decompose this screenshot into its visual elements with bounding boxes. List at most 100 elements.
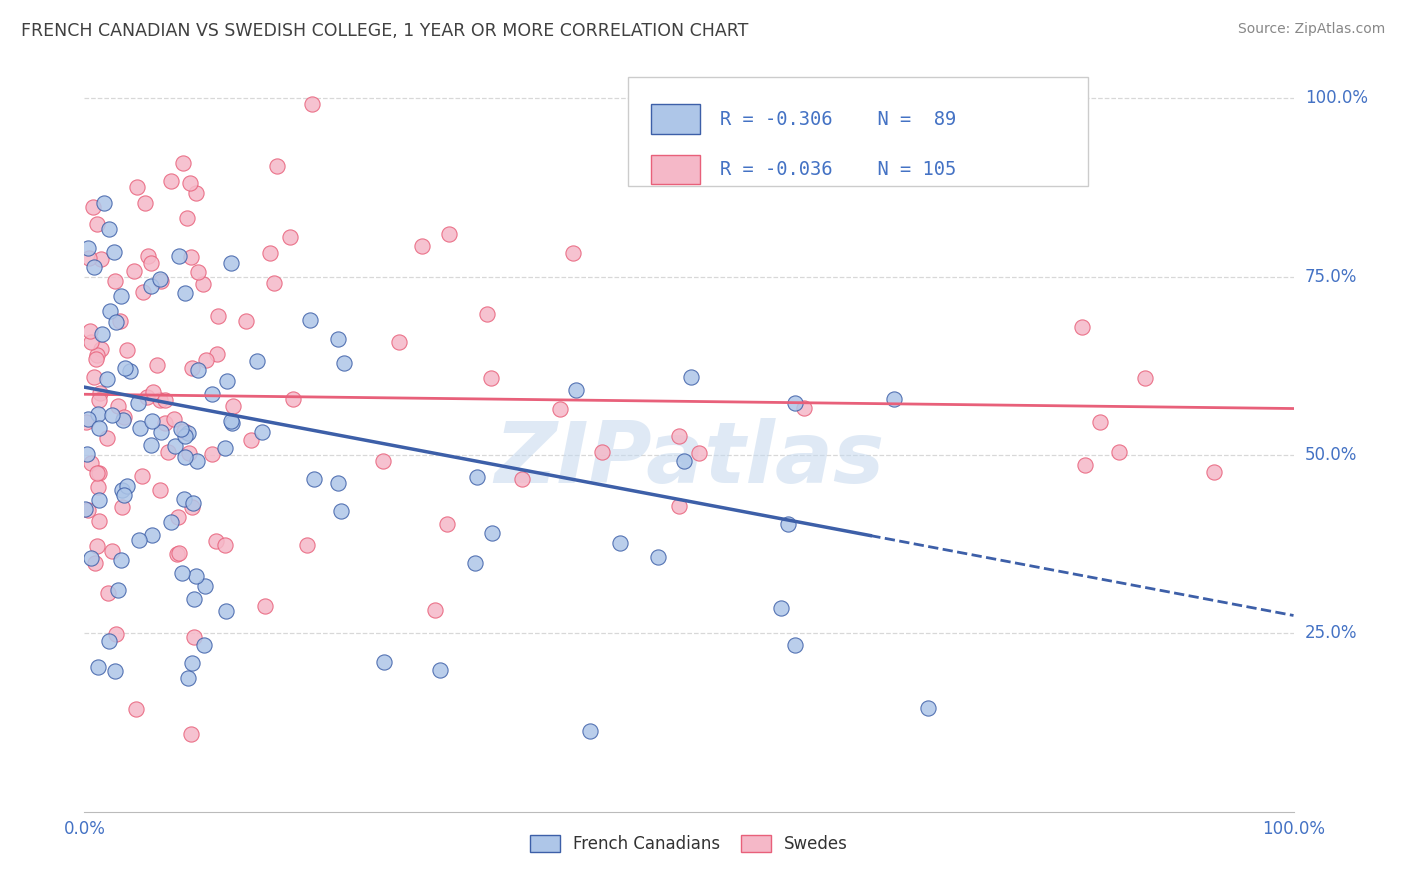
Point <box>783 396 806 410</box>
Point <box>89 385 111 400</box>
Point <box>177 426 200 441</box>
Point <box>98 222 121 236</box>
Point <box>181 496 204 510</box>
Point <box>76 447 98 461</box>
Point <box>139 279 162 293</box>
Point <box>86 539 108 553</box>
Point <box>1071 319 1094 334</box>
Point <box>278 230 301 244</box>
Point <box>193 639 215 653</box>
Point <box>90 342 112 356</box>
Point <box>80 335 103 350</box>
Point <box>98 303 121 318</box>
Point <box>177 672 200 686</box>
Point <box>97 585 120 599</box>
Text: 75.0%: 75.0% <box>1305 268 1357 285</box>
Point <box>83 260 105 275</box>
Point <box>86 466 108 480</box>
Point <box>180 250 202 264</box>
Point <box>194 353 217 368</box>
Text: FRENCH CANADIAN VS SWEDISH COLLEGE, 1 YEAR OR MORE CORRELATION CHART: FRENCH CANADIAN VS SWEDISH COLLEGE, 1 YE… <box>21 22 748 40</box>
Point <box>479 370 502 384</box>
Point <box>187 265 209 279</box>
Point <box>437 227 460 242</box>
Text: 25.0%: 25.0% <box>1305 624 1357 642</box>
Point <box>1074 458 1097 472</box>
Point <box>207 309 229 323</box>
Point <box>115 343 138 357</box>
Point <box>131 285 153 299</box>
Point <box>609 536 631 550</box>
Point <box>222 399 245 413</box>
Point <box>429 664 451 678</box>
Point <box>86 217 108 231</box>
Point <box>883 392 905 406</box>
Point <box>481 526 503 541</box>
Point <box>266 159 288 173</box>
Point <box>100 544 122 558</box>
Point <box>298 313 321 327</box>
Point <box>215 374 238 388</box>
Point <box>120 364 142 378</box>
Point <box>221 416 243 430</box>
Point <box>139 256 162 270</box>
Point <box>263 276 285 290</box>
Point <box>170 422 193 436</box>
Point <box>86 348 108 362</box>
Point <box>425 602 447 616</box>
Point <box>562 246 585 260</box>
Point <box>1133 371 1156 385</box>
Point <box>141 528 163 542</box>
Point <box>235 314 257 328</box>
Point <box>184 569 207 583</box>
Point <box>128 421 150 435</box>
Point <box>128 533 150 548</box>
Point <box>283 392 305 407</box>
Point <box>186 454 208 468</box>
Point <box>124 264 146 278</box>
Point <box>104 274 127 288</box>
FancyBboxPatch shape <box>651 104 700 134</box>
Point <box>160 516 183 530</box>
Text: Source: ZipAtlas.com: Source: ZipAtlas.com <box>1237 22 1385 37</box>
Point <box>373 454 395 468</box>
Point <box>326 476 349 491</box>
Point <box>127 395 149 409</box>
Point <box>181 656 204 670</box>
Point <box>180 360 202 375</box>
Point <box>688 445 710 459</box>
Point <box>80 456 103 470</box>
Point <box>783 638 806 652</box>
Point <box>77 503 100 517</box>
Point <box>221 256 243 270</box>
Point <box>96 431 118 445</box>
Point <box>96 372 118 386</box>
Point <box>201 387 224 401</box>
Legend: French Canadians, Swedes: French Canadians, Swedes <box>523 828 855 860</box>
Point <box>411 239 433 253</box>
Point <box>146 358 169 372</box>
Point <box>149 271 172 285</box>
Text: 100.0%: 100.0% <box>1305 89 1368 107</box>
Point <box>124 701 146 715</box>
Point <box>173 491 195 506</box>
Point <box>105 315 128 329</box>
Point <box>647 549 669 564</box>
Point <box>184 186 207 201</box>
Point <box>127 180 149 194</box>
Point <box>176 211 198 226</box>
Point <box>174 286 197 301</box>
Point <box>179 176 201 190</box>
Point <box>333 356 356 370</box>
Point <box>328 332 350 346</box>
Point <box>112 410 135 425</box>
Point <box>82 200 104 214</box>
Point <box>436 516 458 531</box>
Point <box>104 627 127 641</box>
Point <box>90 252 112 267</box>
Point <box>141 414 163 428</box>
Point <box>149 392 172 407</box>
Point <box>142 385 165 400</box>
Point <box>668 499 690 513</box>
Point <box>477 307 499 321</box>
